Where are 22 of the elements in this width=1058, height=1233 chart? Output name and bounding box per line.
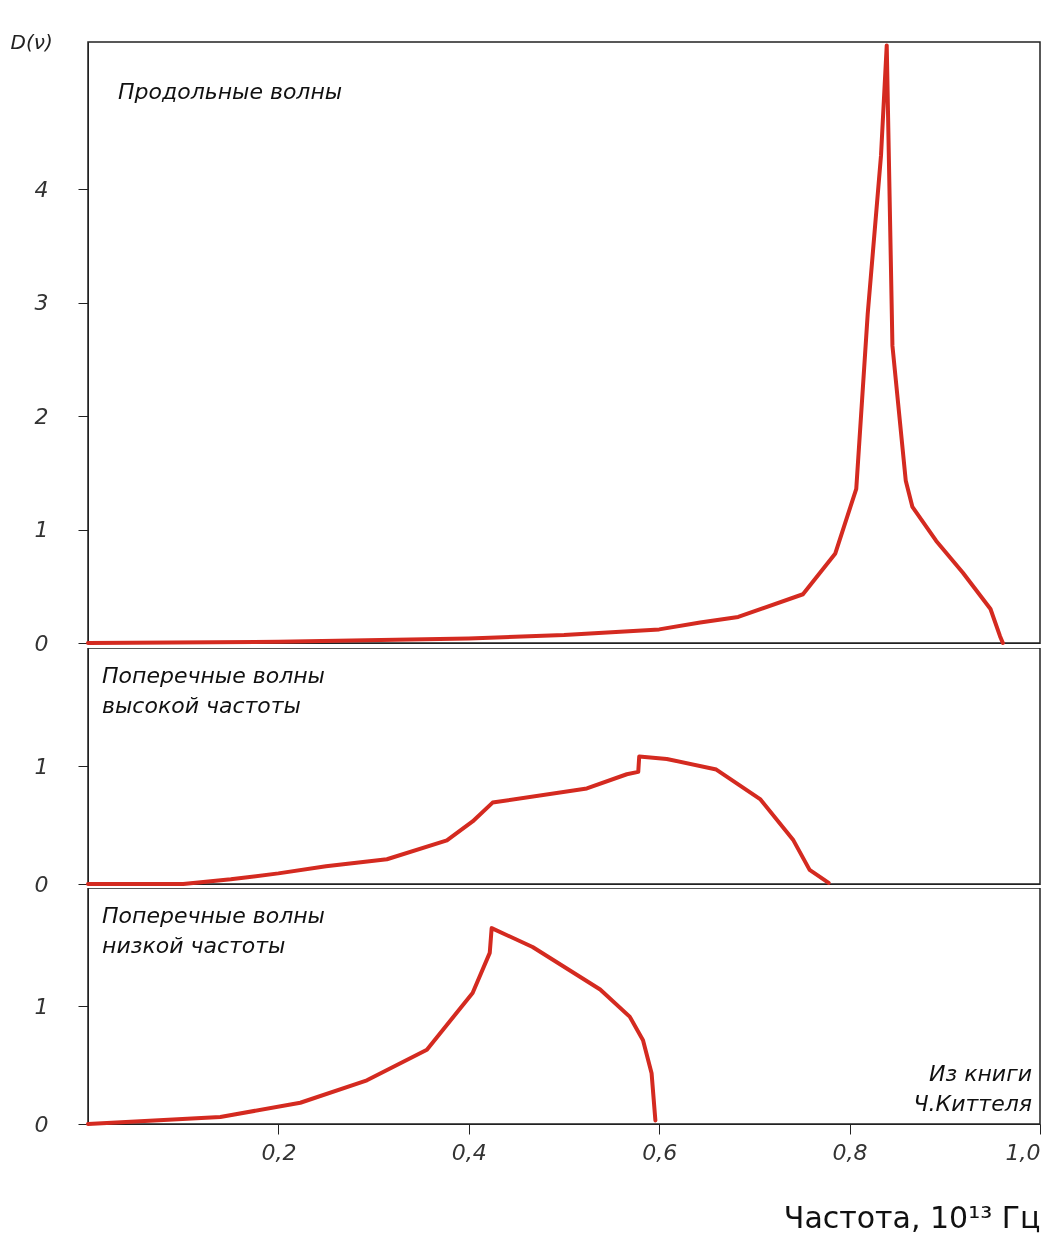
text: Продольные волны: [118, 79, 343, 104]
y-tick-label: 1: [34, 517, 49, 543]
y-tick-label: 1: [34, 753, 49, 779]
y-axis-title: D(ν): [10, 29, 53, 54]
x-tick-label: 0,6: [642, 1139, 678, 1165]
x-tick-label: 0,4: [451, 1139, 487, 1165]
x-tick-label: 0,8: [832, 1139, 868, 1165]
x-axis-title: Частота, 10¹³ Гц: [783, 1199, 1041, 1233]
annotation: Из книги Ч.Киттеля: [913, 1061, 1032, 1116]
y-tick-label: 2: [34, 403, 49, 429]
line-series: [86, 926, 658, 1126]
y-tick-label: 0: [34, 1111, 49, 1137]
y-tick-label: 4: [34, 176, 49, 202]
x-tick-label: 1,0: [1005, 1139, 1041, 1165]
line-series: [86, 754, 831, 886]
y-tick-label: 0: [34, 871, 49, 897]
y-tick-label: 3: [34, 290, 49, 316]
y-tick-label: 1: [34, 993, 49, 1019]
x-tick-label: 0,2: [261, 1139, 297, 1165]
text: Поперечные волны низкой частоты: [102, 903, 325, 958]
text: Поперечные волны высокой частоты: [102, 663, 325, 718]
y-tick-label: 0: [34, 630, 49, 656]
